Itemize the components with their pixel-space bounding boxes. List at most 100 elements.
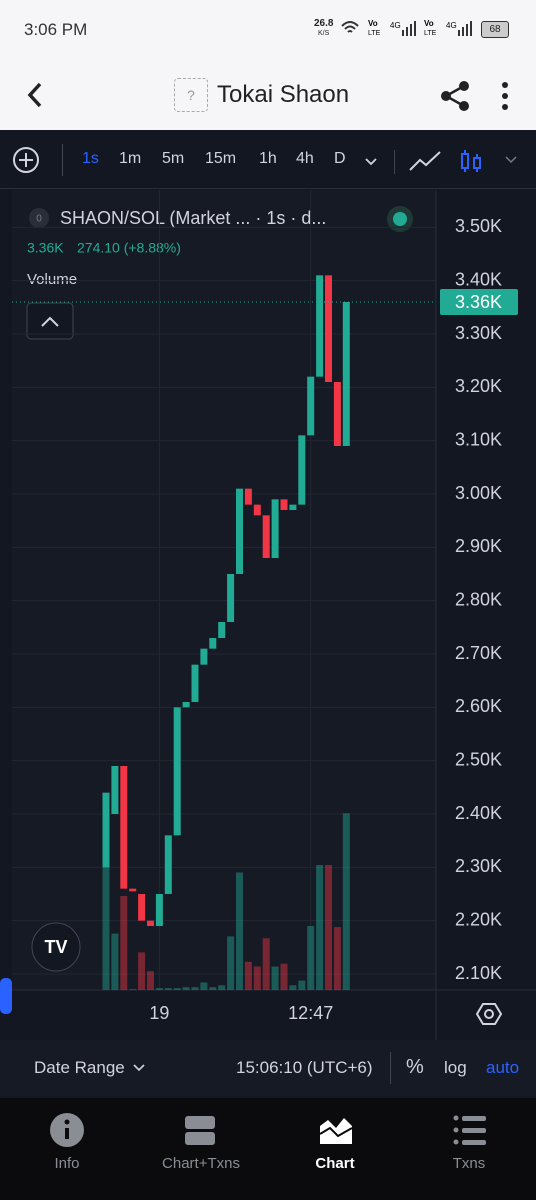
interval[interactable]: 5m	[162, 150, 185, 167]
volume-bar	[316, 864, 324, 990]
plot-area	[12, 190, 436, 990]
volume-bar	[155, 988, 163, 990]
volume-bar	[209, 987, 217, 990]
candle-body	[138, 894, 146, 921]
auto-toggle[interactable]: auto	[486, 1058, 520, 1077]
nav-item[interactable]: Info	[54, 1155, 80, 1172]
volume-bar	[342, 813, 350, 990]
y-tick-label: 2.50K	[455, 749, 502, 769]
volume-label: Volume	[27, 271, 77, 288]
time-zone: 15:06:10 (UTC+6)	[236, 1058, 373, 1077]
net-speed: 26.8	[314, 18, 334, 29]
live-dot	[393, 212, 407, 226]
candle-body	[129, 888, 137, 892]
interval[interactable]: 4h	[296, 150, 314, 167]
volume-bar	[102, 802, 110, 990]
date-range[interactable]: Date Range	[34, 1058, 125, 1077]
candle-body	[111, 766, 119, 814]
chart-title: SHAON/SOL (Market ... · 1s · d...	[60, 208, 326, 228]
header-actions[interactable]	[440, 80, 520, 112]
interval[interactable]: 1m	[119, 150, 142, 167]
ohlc-price: 3.36K	[27, 240, 64, 256]
volume-bar	[262, 938, 270, 990]
candle-body	[227, 574, 235, 622]
legend-badge: 0	[36, 214, 42, 225]
volume-bar	[147, 971, 154, 990]
candle-body	[218, 622, 226, 638]
collapse-button[interactable]	[26, 302, 74, 340]
candle-body	[164, 835, 172, 894]
nav-bar: Info Chart+Txns Chart Txns	[0, 1098, 536, 1200]
status-icons: Vo LTE 4G Vo LTE 4G	[341, 19, 472, 37]
add-indicator[interactable]	[12, 146, 42, 176]
nav-item[interactable]: Chart+Txns	[162, 1155, 240, 1172]
volume-bar	[325, 864, 332, 990]
volume-bar	[138, 952, 146, 990]
volume-bar	[129, 989, 137, 990]
volume-bar	[333, 927, 341, 990]
candle-body	[262, 515, 270, 558]
candle-body	[271, 499, 279, 558]
last-price-label: 3.36K	[455, 292, 502, 312]
x-tick-label: 12:47	[288, 1003, 333, 1023]
y-tick-label: 2.20K	[455, 909, 502, 929]
settings-icon[interactable]	[475, 1003, 503, 1025]
candle-body	[298, 435, 306, 505]
candle-body	[120, 766, 128, 889]
side-tab[interactable]	[0, 978, 12, 1014]
candle-body	[173, 707, 181, 836]
x-tick-label: 19	[149, 1003, 169, 1023]
volume-bar	[253, 966, 261, 990]
percent-toggle[interactable]: %	[406, 1056, 424, 1078]
y-tick-label: 2.40K	[455, 803, 502, 823]
svg-text:LTE: LTE	[424, 30, 437, 37]
volume-bar	[244, 961, 252, 990]
volume-bar	[289, 985, 297, 990]
candle-body	[209, 638, 217, 649]
candle-body	[182, 702, 190, 708]
volume-bar	[218, 985, 226, 990]
battery: 68	[481, 21, 509, 38]
y-tick-label: 3.00K	[455, 483, 502, 503]
svg-text:Vo: Vo	[368, 19, 378, 28]
log-toggle[interactable]: log	[444, 1058, 467, 1077]
interval[interactable]: D	[334, 150, 346, 167]
interval[interactable]: 15m	[205, 150, 237, 167]
bottom-bar: Date Range 15:06:10 (UTC+6) % log auto	[0, 1040, 536, 1096]
candle-body	[147, 920, 154, 926]
svg-text:TV: TV	[44, 937, 67, 957]
candle-body	[333, 382, 341, 446]
candle-body	[325, 275, 332, 382]
nav-item[interactable]: Chart	[315, 1155, 355, 1172]
interval[interactable]: 1h	[259, 150, 277, 167]
ohlc-change: 274.10 (+8.88%)	[77, 240, 181, 256]
volume-bar	[200, 982, 208, 990]
top-area: 3:06 PM 26.8 K/S Vo LTE 4G Vo LTE 4G 68 ? …	[0, 0, 536, 130]
interval[interactable]: 1s	[82, 150, 99, 167]
y-tick-label: 2.10K	[455, 963, 502, 983]
y-tick-label: 2.90K	[455, 536, 502, 556]
y-tick-label: 3.40K	[455, 269, 502, 289]
volume-bar	[227, 936, 235, 990]
volume-bar	[280, 963, 288, 990]
candle-body	[253, 504, 261, 516]
status-time: 3:06 PM	[24, 20, 88, 39]
chart: 0 SHAON/SOL (Market ... · 1s · d... 3.36…	[0, 190, 536, 1040]
volume-bar	[164, 988, 172, 990]
y-tick-label: 2.70K	[455, 643, 502, 663]
candle-body	[200, 648, 208, 665]
plot	[12, 190, 436, 990]
nav-item[interactable]: Txns	[452, 1155, 486, 1172]
candle-body	[342, 302, 350, 446]
candle-body	[191, 664, 199, 702]
chart-type-buttons[interactable]	[362, 150, 532, 174]
candle-body	[307, 376, 315, 436]
volume-bar	[120, 896, 128, 990]
volume-bar	[307, 926, 315, 990]
y-tick-label: 2.30K	[455, 856, 502, 876]
back-button[interactable]	[24, 80, 48, 110]
candle-body	[155, 894, 163, 926]
candle-body	[316, 275, 324, 377]
